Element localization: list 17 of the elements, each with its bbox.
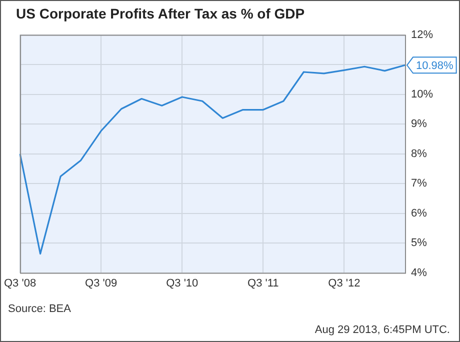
y-tick-label: 4%: [411, 266, 428, 279]
source-note: Source: BEA: [8, 303, 72, 316]
text: 10.98%: [416, 60, 454, 72]
y-tick-label: 10%: [411, 88, 434, 100]
y-tick-label: 9%: [411, 118, 428, 130]
x-tick-label: Q3 '10: [166, 277, 198, 290]
x-tick-label: Q3 '08: [4, 277, 36, 290]
y-tick-label: 7%: [411, 178, 428, 190]
x-tick-label: Q3 '12: [328, 277, 360, 290]
chart-title: US Corporate Profits After Tax as % of GDP: [16, 5, 305, 22]
x-tick-label: Q3 '09: [85, 277, 118, 290]
text: Aug 29 2013, 6:45PM UTC.: [314, 324, 450, 336]
x-tick-label: Q3 '11: [248, 277, 279, 290]
y-tick-label: 12%: [411, 28, 434, 41]
y-tick-label: 5%: [411, 237, 428, 250]
y-tick-label: 8%: [411, 148, 428, 160]
y-tick-label: 6%: [411, 207, 428, 220]
